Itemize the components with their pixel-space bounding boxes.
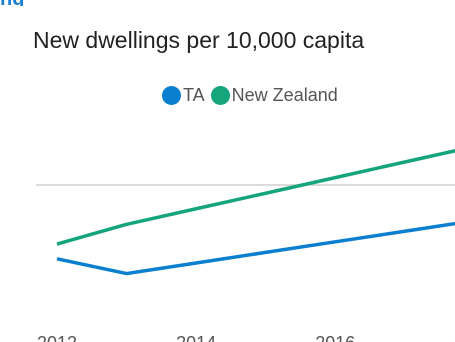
legend-item-new-zealand[interactable]: New Zealand — [210, 84, 338, 106]
top-heading-fragment: ng — [0, 0, 455, 6]
x-tick-label: 2014 — [176, 333, 216, 342]
series-lines — [56, 147, 455, 276]
legend-label-ta: TA — [183, 84, 205, 105]
legend-swatch-new-zealand — [210, 85, 230, 105]
legend-swatch-ta — [162, 85, 181, 105]
x-axis-ticks: 2012201420162018 — [37, 333, 455, 342]
legend-label-new-zealand: New Zealand — [231, 84, 338, 105]
series-line-new-zealand[interactable] — [56, 147, 455, 246]
chart-title: New dwellings per 10,000 capita — [33, 27, 365, 53]
x-tick-label: 2012 — [37, 333, 77, 342]
series-line-ta[interactable] — [56, 221, 455, 276]
chart-legend: TA New Zealand — [162, 84, 344, 106]
legend-item-ta[interactable]: TA — [162, 85, 205, 106]
x-tick-label: 2016 — [315, 333, 355, 342]
heading-fragment-text: ng — [0, 0, 24, 6]
